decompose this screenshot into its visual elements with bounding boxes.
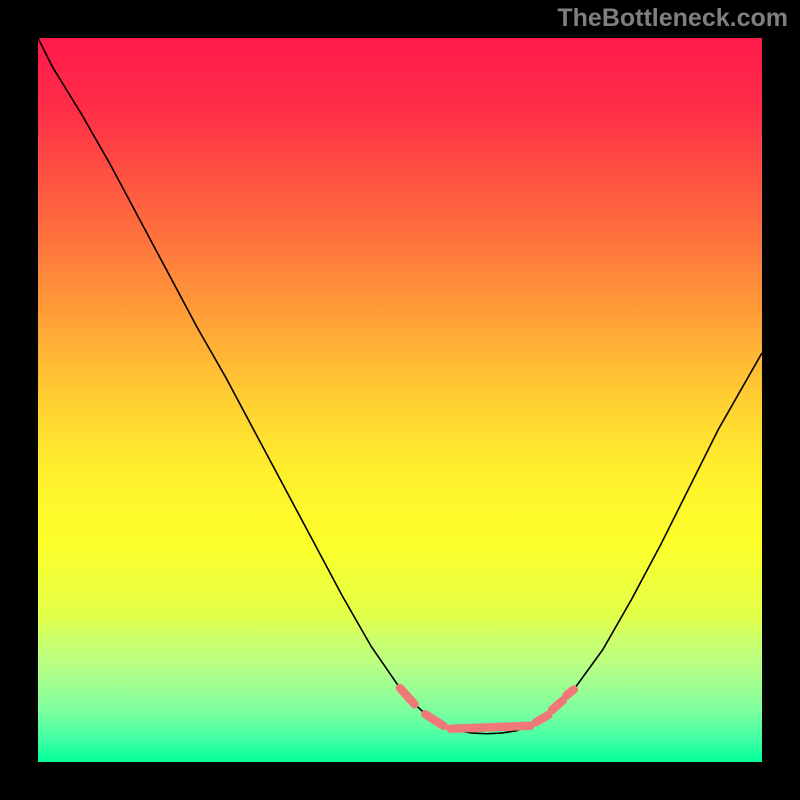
watermark-text: TheBottleneck.com: [557, 4, 788, 33]
bottleneck-chart: [38, 38, 762, 762]
plot-area: [38, 38, 762, 762]
chart-frame: TheBottleneck.com: [0, 0, 800, 800]
chart-background: [38, 38, 762, 762]
